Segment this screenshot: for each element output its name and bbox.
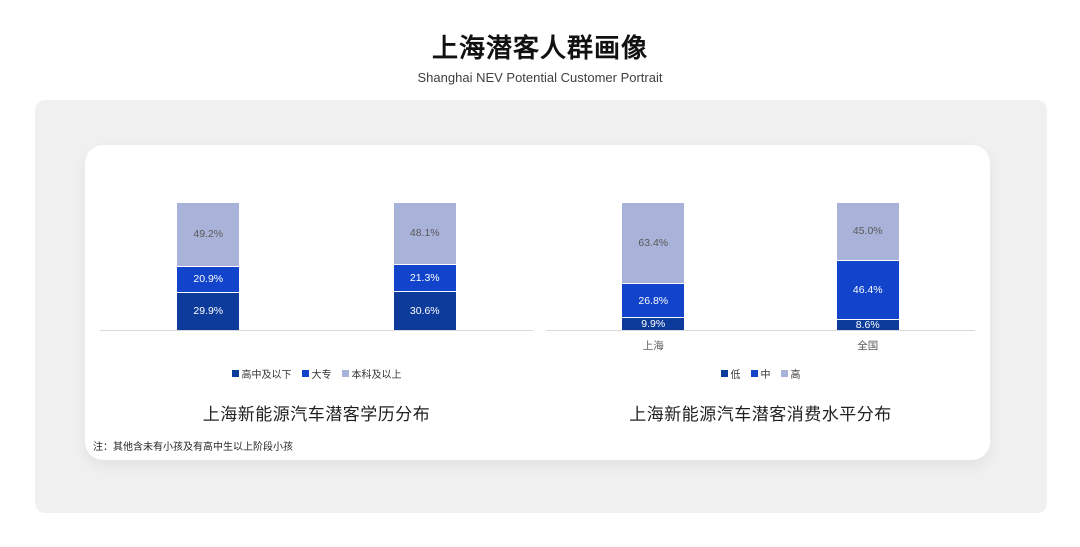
content-panel: 49.2% 20.9% 29.9% 48.1% 21.3% 30.6% 高中及以下 大专 本科及… xyxy=(35,100,1047,513)
legend-item-低: 低 xyxy=(720,366,741,381)
legend-item-高: 高 xyxy=(780,366,801,381)
legend-item-高中及以下: 高中及以下 xyxy=(231,366,292,381)
legend-label: 大专 xyxy=(311,369,332,381)
plot-area: 49.2% 20.9% 29.9% 48.1% 21.3% 30.6% xyxy=(100,203,533,331)
legend: 低中高 xyxy=(546,366,975,381)
legend-item-大专: 大专 xyxy=(301,366,332,381)
bar-segment-低: 9.9% xyxy=(622,317,685,330)
charts-card: 49.2% 20.9% 29.9% 48.1% 21.3% 30.6% 高中及以下 大专 本科及… xyxy=(85,145,990,460)
charts-row: 49.2% 20.9% 29.9% 48.1% 21.3% 30.6% 高中及以下 大专 本科及… xyxy=(85,145,990,425)
chart-title: 上海新能源汽车潜客学历分布 xyxy=(202,405,431,424)
legend-swatch-icon xyxy=(720,369,728,377)
legend-swatch-icon xyxy=(750,369,758,377)
footnote: 注：其他含未有小孩及有高中生以上阶段小孩 xyxy=(93,442,293,453)
bar-segment-大专: 21.3% xyxy=(393,264,456,292)
legend-label: 高 xyxy=(790,369,801,381)
legend-item-中: 中 xyxy=(750,366,771,381)
stacked-bar: 45.0% 46.4% 8.6% xyxy=(836,203,899,330)
category-slot: 63.4% 26.8% 9.9% xyxy=(546,202,761,330)
bar-segment-本科及以上: 48.1% xyxy=(393,203,456,265)
x-axis-labels xyxy=(100,331,533,366)
bar-segment-高中及以下: 29.9% xyxy=(177,292,240,330)
page-subtitle: Shanghai NEV Potential Customer Portrait xyxy=(417,70,663,85)
x-axis-label: 全国 xyxy=(857,340,879,352)
bar-segment-高: 63.4% xyxy=(622,202,685,284)
page-title: 上海潜客人群画像 xyxy=(431,33,648,63)
consumption-level-chart: 63.4% 26.8% 9.9% 45.0% 46.4% 8.6% 上海 全国低 中 高上海新能源… xyxy=(546,202,976,425)
plot-area: 63.4% 26.8% 9.9% 45.0% 46.4% 8.6% xyxy=(546,202,976,331)
legend-swatch-icon xyxy=(301,369,309,377)
stacked-bar: 49.2% 20.9% 29.9% xyxy=(177,203,240,330)
legend-label: 高中及以下 xyxy=(241,369,292,381)
legend-swatch-icon xyxy=(341,369,349,377)
category-slot: 45.0% 46.4% 8.6% xyxy=(761,203,976,330)
legend-swatch-icon xyxy=(231,369,239,377)
bar-segment-高中及以下: 30.6% xyxy=(393,291,456,330)
x-axis-labels: 上海 全国 xyxy=(546,331,975,366)
legend-swatch-icon xyxy=(780,369,788,377)
bar-segment-低: 8.6% xyxy=(836,319,899,330)
legend: 高中及以下 大专 本科及以上 xyxy=(100,366,533,381)
x-axis-label: 上海 xyxy=(642,340,664,352)
legend-label: 中 xyxy=(760,369,771,381)
category-slot: 48.1% 21.3% 30.6% xyxy=(317,203,534,330)
bar-segment-中: 26.8% xyxy=(622,283,685,318)
bar-segment-本科及以上: 49.2% xyxy=(177,203,240,266)
bar-segment-大专: 20.9% xyxy=(177,265,240,293)
legend-item-本科及以上: 本科及以上 xyxy=(341,366,402,381)
bar-segment-中: 46.4% xyxy=(836,260,899,320)
bar-segment-高: 45.0% xyxy=(836,203,899,261)
legend-label: 本科及以上 xyxy=(351,369,402,381)
slide-header: 上海潜客人群画像 Shanghai NEV Potential Customer… xyxy=(0,28,1080,85)
chart-title: 上海新能源汽车潜客消费水平分布 xyxy=(629,405,892,424)
legend-label: 低 xyxy=(730,369,741,381)
stacked-bar: 48.1% 21.3% 30.6% xyxy=(393,203,456,330)
stacked-bar: 63.4% 26.8% 9.9% xyxy=(622,202,685,330)
category-slot: 49.2% 20.9% 29.9% xyxy=(100,203,317,330)
education-distribution-chart: 49.2% 20.9% 29.9% 48.1% 21.3% 30.6% 高中及以下 大专 本科及… xyxy=(100,203,533,425)
